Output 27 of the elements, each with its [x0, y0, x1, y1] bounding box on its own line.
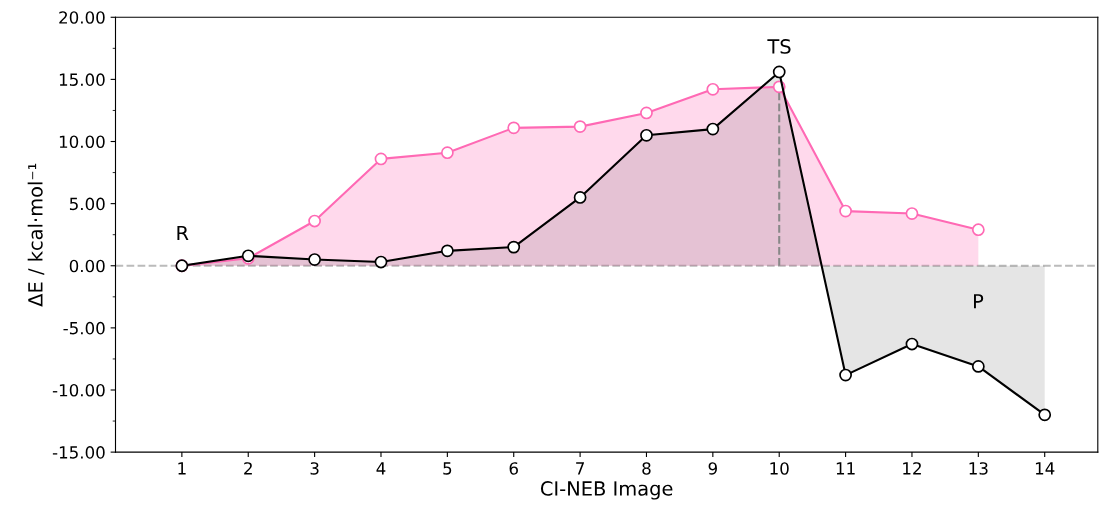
x-tick-label: 13: [969, 462, 988, 475]
annotation: P: [974, 294, 984, 309]
x-tick-label: 7: [576, 462, 584, 475]
y-tick-label: 10.00: [59, 135, 105, 149]
x-axis-title: CI-NEB Image: [540, 481, 673, 500]
x-tick-label: 1: [178, 462, 186, 475]
y-tick-label: -10.00: [52, 383, 105, 397]
x-tick-label: 5: [443, 462, 452, 475]
x-tick-label: 11: [836, 462, 855, 475]
x-tick-label: 12: [903, 462, 921, 475]
y-axis-title: ΔE / kcal·mol⁻¹: [27, 163, 45, 307]
x-tick-label: 2: [244, 462, 252, 475]
x-tick-label: 6: [509, 462, 518, 475]
y-tick-label: -15.00: [52, 446, 105, 459]
x-tick-label: 14: [1035, 462, 1055, 475]
y-tick-label: -5.00: [63, 321, 105, 335]
annotation: R: [177, 225, 189, 241]
x-tick-label: 3: [310, 462, 319, 475]
y-tick-label: 5.00: [69, 197, 105, 211]
y-tick-label: 20.00: [59, 11, 105, 24]
annotation: TS: [767, 39, 791, 54]
x-tick-label: 10: [770, 462, 789, 475]
x-tick-label: 4: [376, 462, 386, 475]
x-tick-label: 9: [708, 462, 717, 475]
x-tick-label: 8: [642, 462, 651, 475]
y-tick-label: 15.00: [59, 73, 105, 86]
y-tick-label: 0.00: [69, 259, 105, 273]
